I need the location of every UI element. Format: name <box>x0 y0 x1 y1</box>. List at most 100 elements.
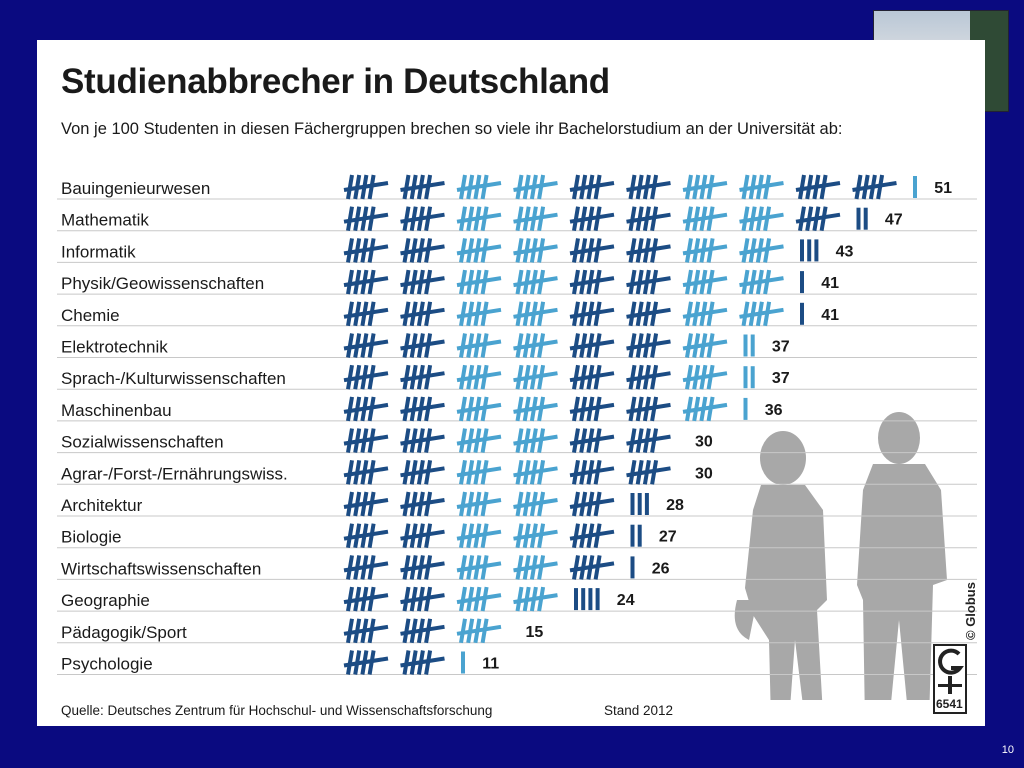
tally-group <box>569 459 615 485</box>
tally-group <box>569 301 615 327</box>
tally-group <box>456 206 502 232</box>
tally-group <box>513 428 558 453</box>
tally-remainder <box>630 493 649 515</box>
tally-group <box>400 269 445 295</box>
tally-group <box>456 269 502 295</box>
value-label: 41 <box>821 307 839 324</box>
tally-group <box>569 428 615 453</box>
chart-row: Mathematik 47 <box>57 206 977 232</box>
tally-group <box>739 206 784 232</box>
chart-row: Maschinenbau 36 <box>57 396 977 422</box>
tally-group <box>400 396 445 422</box>
tally-group <box>569 238 615 263</box>
tally-group <box>739 269 784 295</box>
tally-group <box>343 364 389 390</box>
chart-row: Architektur 28 <box>57 491 977 517</box>
value-label: 41 <box>821 275 839 292</box>
tally-group <box>513 333 558 358</box>
tally-group <box>626 459 671 485</box>
value-label: 11 <box>482 656 499 673</box>
tally-group <box>569 364 615 390</box>
tally-group <box>456 459 502 485</box>
tally-group <box>739 238 784 263</box>
value-label: 37 <box>772 339 790 356</box>
tally-group <box>400 364 445 390</box>
chart-row: Physik/Geowissenschaften 41 <box>57 269 977 295</box>
tally-group <box>400 555 445 580</box>
tally-group <box>513 459 558 485</box>
tally-group <box>626 174 671 200</box>
category-label: Biologie <box>61 528 122 547</box>
tally-group <box>513 555 558 580</box>
tally-group <box>513 396 558 422</box>
value-label: 24 <box>617 592 635 609</box>
tally-group <box>343 428 389 453</box>
student-silhouettes <box>734 412 947 700</box>
category-label: Physik/Geowissenschaften <box>61 274 264 293</box>
tally-group <box>513 238 558 263</box>
tally-group <box>400 618 445 644</box>
category-label: Sozialwissenschaften <box>61 433 224 452</box>
chart-row: Psychologie 11 <box>57 650 977 675</box>
category-label: Agrar-/Forst-/Ernährungswiss. <box>61 464 288 483</box>
tally-group <box>513 206 558 232</box>
category-label: Sprach-/Kulturwissenschaften <box>61 369 286 388</box>
category-label: Architektur <box>61 496 143 515</box>
tally-group <box>343 650 389 675</box>
tally-group <box>569 555 615 580</box>
tally-group <box>400 650 445 675</box>
value-label: 30 <box>695 465 713 482</box>
tally-group <box>626 333 671 358</box>
tally-group <box>682 333 728 358</box>
tally-group <box>626 238 671 263</box>
tally-group <box>682 269 728 295</box>
tally-group <box>400 206 445 232</box>
tally-group <box>456 618 502 644</box>
tally-group <box>626 364 671 390</box>
tally-group <box>343 586 389 612</box>
value-label: 27 <box>659 529 677 546</box>
tally-group <box>569 333 615 358</box>
category-label: Elektrotechnik <box>61 338 168 357</box>
tally-group <box>513 523 558 549</box>
tally-group <box>456 491 502 517</box>
tally-group <box>569 206 615 232</box>
tally-group <box>343 459 389 485</box>
category-label: Chemie <box>61 306 120 325</box>
tally-group <box>682 396 728 422</box>
chart-row: Bauingenieurwesen 51 <box>57 174 977 200</box>
value-label: 51 <box>934 180 952 197</box>
tally-group <box>400 174 445 200</box>
category-label: Bauingenieurwesen <box>61 179 210 198</box>
tally-group <box>513 364 558 390</box>
tally-group <box>513 586 558 612</box>
tally-group <box>682 301 728 327</box>
tally-group <box>400 428 445 453</box>
tally-group <box>343 269 389 295</box>
tally-group <box>456 301 502 327</box>
tally-remainder <box>743 334 755 357</box>
tally-group <box>626 269 671 295</box>
chart-row: Informatik 43 <box>57 238 977 263</box>
tally-group <box>739 301 784 327</box>
tally-group <box>569 523 615 549</box>
tally-group <box>456 333 502 358</box>
tally-group <box>343 238 389 263</box>
category-label: Mathematik <box>61 211 149 230</box>
tally-group <box>682 206 728 232</box>
value-label: 37 <box>772 370 790 387</box>
tally-group <box>343 555 389 580</box>
value-label: 26 <box>652 560 670 577</box>
tally-group <box>456 523 502 549</box>
tally-group <box>343 301 389 327</box>
tally-group <box>513 269 558 295</box>
tally-group <box>739 174 784 200</box>
chart-row: Wirtschaftswissenschaften 26 <box>57 555 977 580</box>
tally-group <box>626 206 671 232</box>
tally-group <box>626 301 671 327</box>
tally-group <box>569 491 615 517</box>
tally-remainder <box>856 207 868 230</box>
tally-group <box>456 586 502 612</box>
chart-row: Sozialwissenschaften 30 <box>57 428 977 454</box>
tally-group <box>400 333 445 358</box>
